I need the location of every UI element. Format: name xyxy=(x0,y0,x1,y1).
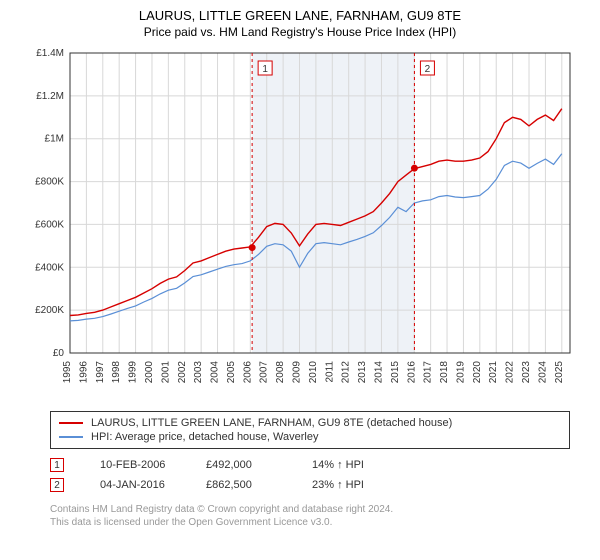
svg-text:2001: 2001 xyxy=(160,361,171,384)
svg-text:2003: 2003 xyxy=(193,361,204,384)
marker-date: 04-JAN-2016 xyxy=(100,479,170,491)
legend-swatch xyxy=(59,422,83,424)
chart-subtitle: Price paid vs. HM Land Registry's House … xyxy=(0,23,600,43)
svg-text:1999: 1999 xyxy=(128,361,139,384)
svg-text:£200K: £200K xyxy=(35,305,64,316)
svg-text:£1.2M: £1.2M xyxy=(36,91,64,102)
svg-text:2017: 2017 xyxy=(423,361,434,384)
chart-svg: £0 £200K £400K £600K £800K £1M £1.2M £1.4M 1995 1… xyxy=(20,43,580,403)
svg-text:£800K: £800K xyxy=(35,177,64,188)
svg-text:2018: 2018 xyxy=(439,361,450,384)
marker-delta: 23% ↑ HPI xyxy=(312,479,382,491)
chart-container: LAURUS, LITTLE GREEN LANE, FARNHAM, GU9 … xyxy=(0,0,600,560)
marker-row: 2 04-JAN-2016 £862,500 23% ↑ HPI xyxy=(50,475,570,495)
legend-label: LAURUS, LITTLE GREEN LANE, FARNHAM, GU9 … xyxy=(91,417,452,429)
svg-text:2009: 2009 xyxy=(292,361,303,384)
marker-index-box: 2 xyxy=(50,478,64,492)
chart-plot-area: £0 £200K £400K £600K £800K £1M £1.2M £1.4M 1995 1… xyxy=(20,43,580,403)
svg-text:2000: 2000 xyxy=(144,361,155,384)
svg-text:2010: 2010 xyxy=(308,361,319,384)
svg-text:2025: 2025 xyxy=(554,361,565,384)
footer-line: This data is licensed under the Open Gov… xyxy=(50,516,570,529)
footer-line: Contains HM Land Registry data © Crown c… xyxy=(50,503,570,516)
svg-text:2011: 2011 xyxy=(324,361,335,383)
chart-title: LAURUS, LITTLE GREEN LANE, FARNHAM, GU9 … xyxy=(0,0,600,23)
svg-text:2007: 2007 xyxy=(259,361,270,384)
legend-row: HPI: Average price, detached house, Wave… xyxy=(59,430,561,444)
svg-text:1: 1 xyxy=(262,64,268,75)
svg-text:2021: 2021 xyxy=(488,361,499,384)
legend-swatch xyxy=(59,436,83,438)
svg-text:2008: 2008 xyxy=(275,361,286,384)
svg-text:1996: 1996 xyxy=(78,361,89,384)
svg-text:2019: 2019 xyxy=(455,361,466,384)
svg-text:2024: 2024 xyxy=(537,361,548,384)
marker-delta: 14% ↑ HPI xyxy=(312,459,382,471)
svg-text:2013: 2013 xyxy=(357,361,368,384)
svg-text:2006: 2006 xyxy=(242,361,253,384)
svg-text:2012: 2012 xyxy=(341,361,352,384)
svg-text:2005: 2005 xyxy=(226,361,237,384)
svg-text:1995: 1995 xyxy=(62,361,73,384)
marker-index-box: 1 xyxy=(50,458,64,472)
svg-text:£0: £0 xyxy=(53,348,65,359)
svg-text:£1.4M: £1.4M xyxy=(36,48,64,59)
legend-box: LAURUS, LITTLE GREEN LANE, FARNHAM, GU9 … xyxy=(50,411,570,449)
svg-text:£400K: £400K xyxy=(35,262,64,273)
svg-text:2023: 2023 xyxy=(521,361,532,384)
svg-text:2020: 2020 xyxy=(472,361,483,384)
marker-table: 1 10-FEB-2006 £492,000 14% ↑ HPI 2 04-JA… xyxy=(50,455,570,495)
legend-label: HPI: Average price, detached house, Wave… xyxy=(91,431,318,443)
svg-text:2014: 2014 xyxy=(373,361,384,384)
svg-text:£600K: £600K xyxy=(35,219,64,230)
marker-price: £862,500 xyxy=(206,479,276,491)
marker-price: £492,000 xyxy=(206,459,276,471)
svg-text:2016: 2016 xyxy=(406,361,417,384)
svg-text:2: 2 xyxy=(425,64,431,75)
legend-row: LAURUS, LITTLE GREEN LANE, FARNHAM, GU9 … xyxy=(59,416,561,430)
svg-text:2022: 2022 xyxy=(505,361,516,384)
marker-row: 1 10-FEB-2006 £492,000 14% ↑ HPI xyxy=(50,455,570,475)
svg-text:£1M: £1M xyxy=(45,134,64,145)
footer-attribution: Contains HM Land Registry data © Crown c… xyxy=(50,503,570,529)
svg-text:2002: 2002 xyxy=(177,361,188,384)
marker-date: 10-FEB-2006 xyxy=(100,459,170,471)
svg-text:2004: 2004 xyxy=(210,361,221,384)
svg-text:1997: 1997 xyxy=(95,361,106,384)
svg-text:2015: 2015 xyxy=(390,361,401,384)
svg-text:1998: 1998 xyxy=(111,361,122,384)
